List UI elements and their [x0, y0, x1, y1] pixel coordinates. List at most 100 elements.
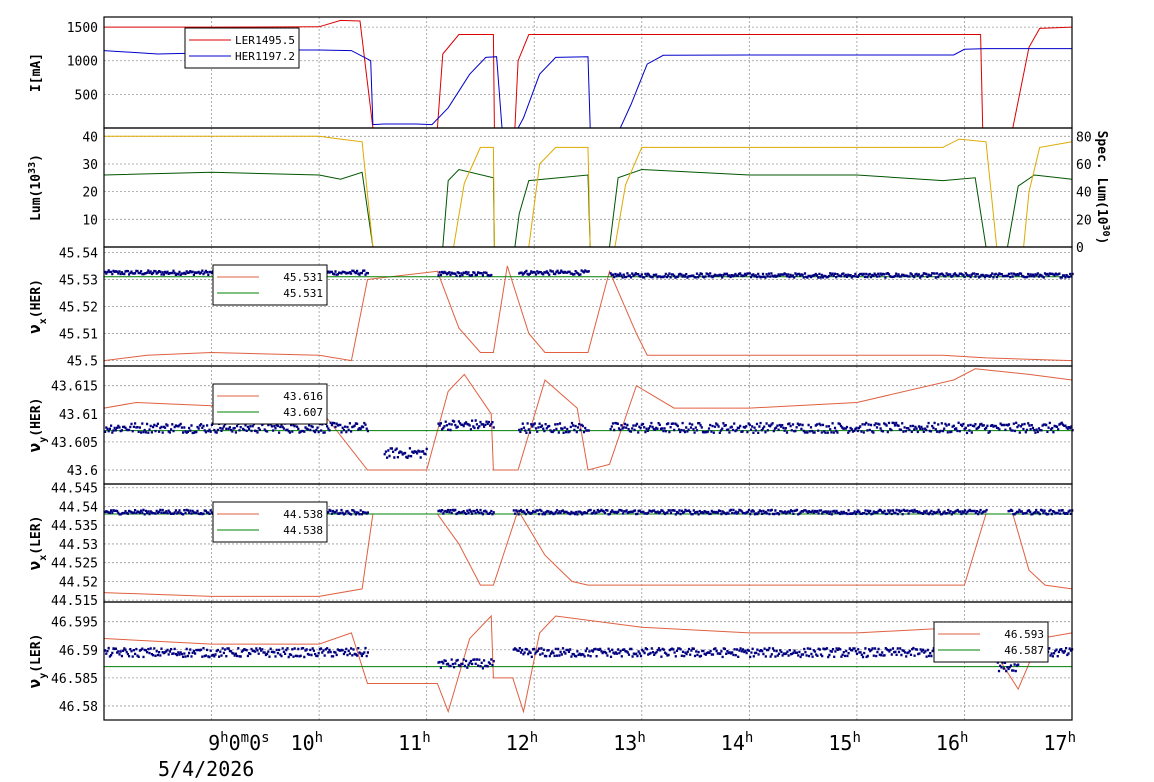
- series-points-meas: [996, 661, 1020, 673]
- legend-value: 1495.5: [255, 34, 295, 47]
- series-points-meas: [518, 269, 590, 276]
- legend-box: [212, 501, 328, 543]
- series-line-set: [103, 265, 1073, 362]
- y-tick-label: 44.515: [51, 594, 98, 609]
- y-tick-label: 500: [75, 88, 98, 103]
- legend-value: 43.616: [283, 390, 323, 403]
- y-tick-label: 46.59: [59, 644, 98, 659]
- y-tick-label: 40: [82, 130, 98, 145]
- legend-value: 45.531: [283, 271, 323, 284]
- x-tick-label: 12h: [506, 730, 539, 755]
- series-points-meas: [383, 447, 428, 459]
- series-line-set: [103, 368, 1073, 471]
- y2-tick-label: 40: [1076, 186, 1092, 201]
- series-line-Spec. Lum: [104, 135, 1073, 248]
- y-tick-label: 45.53: [59, 273, 98, 288]
- y-tick-label: 45.52: [59, 301, 98, 316]
- series-line-set: [103, 614, 1073, 714]
- y-tick-label: 44.53: [59, 538, 98, 553]
- x-tick-label: 15h: [828, 730, 861, 755]
- y-tick-label: 30: [82, 158, 98, 173]
- panel-nux_ler: 44.515 44.52 44.525 44.53 44.535 44.54 44.545 ν…: [25, 482, 1074, 609]
- y-tick-label: 20: [82, 186, 98, 201]
- legend-box: [212, 264, 328, 306]
- y-tick-label: 10: [82, 213, 98, 228]
- y2-tick-label: 20: [1076, 213, 1092, 228]
- y-tick-label: 43.615: [51, 380, 98, 395]
- y-axis-label: I[mA]: [29, 53, 44, 92]
- x-tick-label: 17h: [1043, 730, 1076, 755]
- y-tick-label: 44.545: [51, 482, 98, 497]
- legend-box: [933, 621, 1049, 663]
- x-tick-label: 10h: [291, 730, 324, 755]
- series-points-meas: [512, 508, 988, 516]
- y-tick-label: 43.61: [59, 408, 98, 423]
- series-points-meas: [437, 658, 495, 670]
- x-tick-label: 11h: [398, 730, 431, 755]
- series-points-meas: [512, 646, 988, 659]
- legend-value: 43.607: [283, 406, 323, 419]
- series-points-meas: [518, 421, 590, 434]
- legend: 46.593 46.587: [933, 621, 1049, 663]
- y-tick-label: 46.585: [51, 672, 98, 687]
- legend-box: [212, 383, 328, 425]
- y-tick-label: 46.595: [51, 616, 98, 631]
- legend-value: 45.531: [283, 287, 323, 300]
- series-points-meas: [437, 419, 495, 432]
- x-date-label: 5/4/2026: [158, 757, 254, 781]
- series-points-meas: [104, 421, 369, 435]
- y2-axis-label: Spec. Lum(1030): [1094, 131, 1112, 245]
- y-tick-label: 44.52: [59, 575, 98, 590]
- legend-value: 46.587: [1004, 644, 1044, 657]
- series-points-meas: [609, 421, 1074, 435]
- y-tick-label: 46.58: [59, 700, 98, 715]
- legend-value: 46.593: [1004, 628, 1044, 641]
- series-line-Lum: [103, 168, 1073, 248]
- panel-luminosity: 10 20 30 40 0 20 40 60 80 Lum(1033) Spec. Lum(1030…: [27, 127, 1112, 256]
- series-points-meas: [437, 270, 493, 278]
- y-axis-label: Lum(1033): [27, 154, 45, 221]
- panel-frame: [103, 601, 1073, 721]
- y-tick-label: 1000: [67, 55, 98, 70]
- y-tick-label: 45.51: [59, 328, 98, 343]
- legend: 45.531 45.531: [212, 264, 328, 306]
- legend-name: HER: [235, 50, 255, 63]
- series-points-meas: [1007, 508, 1074, 516]
- y-tick-label: 43.605: [51, 436, 98, 451]
- series-points-meas: [104, 646, 369, 659]
- legend-name: LER: [235, 34, 255, 47]
- legend: 43.616 43.607: [212, 383, 328, 425]
- y-tick-label: 1500: [67, 21, 98, 36]
- series-line-LER: [104, 19, 1073, 129]
- x-tick-label: 16h: [936, 730, 969, 755]
- y-tick-label: 44.525: [51, 557, 98, 572]
- x-tick-label: 14h: [721, 730, 754, 755]
- y-tick-label: 44.54: [59, 500, 98, 515]
- y-axis-label: νy(HER): [25, 398, 49, 453]
- y2-tick-label: 80: [1076, 130, 1092, 145]
- y-axis-label: νx(LER): [25, 516, 49, 571]
- y-tick-label: 43.6: [67, 464, 98, 479]
- y-tick-label: 45.54: [59, 246, 98, 261]
- x-tick-label: 13h: [613, 730, 646, 755]
- y-axis-label: νx(HER): [25, 279, 49, 334]
- legend: 44.538 44.538: [212, 501, 328, 543]
- y2-tick-label: 60: [1076, 158, 1092, 173]
- y-tick-label: 44.535: [51, 519, 98, 534]
- y-tick-label: 45.5: [67, 355, 98, 370]
- series-points-meas: [609, 272, 1074, 279]
- series-points-meas: [437, 508, 495, 516]
- x-tick-label: 9h0m0s: [208, 730, 269, 755]
- legend-value: 44.538: [283, 524, 323, 537]
- y-axis-label: νy(LER): [25, 634, 49, 689]
- legend-box: [184, 27, 300, 69]
- y2-tick-label: 0: [1076, 241, 1084, 256]
- legend-value: 44.538: [283, 508, 323, 521]
- panel-nux_her: 45.545.5145.5245.5345.54νx(HER)45.53145.…: [25, 246, 1074, 370]
- legend-value: 1197.2: [255, 50, 295, 63]
